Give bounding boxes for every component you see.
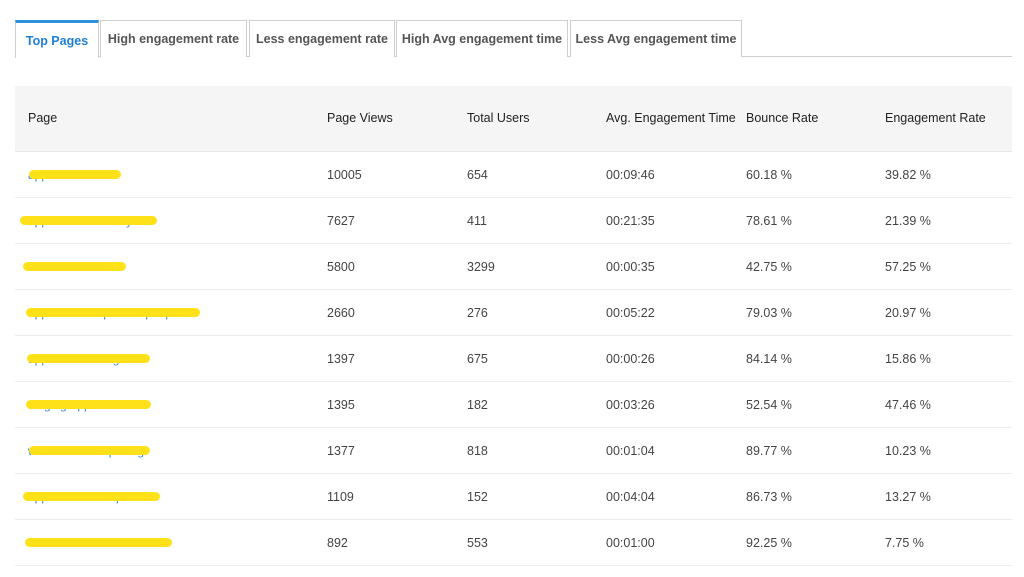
page-views-cell: 1395 bbox=[327, 397, 355, 412]
redaction-highlight bbox=[23, 492, 160, 501]
bounce-rate-cell: 89.77 % bbox=[746, 443, 792, 458]
engagement-rate-cell: 57.25 % bbox=[885, 259, 931, 274]
page-views-cell: 1109 bbox=[327, 489, 354, 504]
total-users-cell: 411 bbox=[467, 213, 487, 228]
table-row: app.factors.ai/explain1109 152 00:04:04 86.… bbox=[15, 474, 1012, 520]
page-cell: www.factors.ai/features bbox=[15, 520, 327, 565]
page-cell: app.factors.ai/explain bbox=[15, 474, 327, 519]
column-header-engagement-rate[interactable]: Engagement Rate bbox=[885, 111, 986, 125]
column-header-total-users[interactable]: Total Users bbox=[467, 111, 530, 125]
tab-top-pages[interactable]: Top Pages bbox=[15, 20, 99, 58]
avg-engagement-time-cell: 00:05:22 bbox=[606, 305, 655, 320]
tab-high-engagement-rate[interactable]: High engagement rate bbox=[100, 20, 247, 57]
bounce-rate-cell: 42.75 % bbox=[746, 259, 792, 274]
redaction-highlight bbox=[26, 400, 151, 409]
page-views-cell: 1397 bbox=[327, 351, 355, 366]
engagement-rate-cell: 10.23 % bbox=[885, 443, 931, 458]
table-header-row: Page Page Views Total Users Avg. Engagem… bbox=[15, 86, 1012, 152]
bounce-rate-cell: 52.54 % bbox=[746, 397, 792, 412]
total-users-cell: 276 bbox=[467, 305, 488, 320]
avg-engagement-time-cell: 00:01:04 bbox=[606, 443, 655, 458]
top-pages-table: Page Page Views Total Users Avg. Engagem… bbox=[15, 86, 1012, 566]
page-cell: www.factors.ai/pricing bbox=[15, 428, 327, 473]
engagement-rate-cell: 20.97 % bbox=[885, 305, 931, 320]
tab-high-avg-engagement-time[interactable]: High Avg engagement time bbox=[396, 20, 568, 57]
avg-engagement-time-cell: 00:00:26 bbox=[606, 351, 655, 366]
page-cell: www.factors.ai/ bbox=[15, 244, 327, 289]
total-users-cell: 553 bbox=[467, 535, 488, 550]
table-body: app.factors.ai/10005 654 00:09:46 60.18 % 39… bbox=[15, 152, 1012, 566]
engagement-rate-cell: 13.27 % bbox=[885, 489, 931, 504]
engagement-rate-cell: 39.82 % bbox=[885, 167, 931, 182]
total-users-cell: 152 bbox=[467, 489, 488, 504]
engagement-rate-cell: 21.39 % bbox=[885, 213, 931, 228]
avg-engagement-time-cell: 00:04:04 bbox=[606, 489, 655, 504]
table-row: app.factors.ai/profiles/people2660 276 00:… bbox=[15, 290, 1012, 336]
engagement-rate-cell: 7.75 % bbox=[885, 535, 924, 550]
total-users-cell: 675 bbox=[467, 351, 488, 366]
page-views-cell: 5800 bbox=[327, 259, 355, 274]
table-row: staging-app.factors.ai/1395 182 00:03:26 52… bbox=[15, 382, 1012, 428]
tab-less-engagement-rate[interactable]: Less engagement rate bbox=[249, 20, 395, 57]
avg-engagement-time-cell: 00:21:35 bbox=[606, 213, 655, 228]
page-cell: app.factors.ai/ bbox=[15, 152, 327, 197]
total-users-cell: 818 bbox=[467, 443, 488, 458]
avg-engagement-time-cell: 00:00:35 bbox=[606, 259, 655, 274]
page-views-cell: 1377 bbox=[327, 443, 355, 458]
column-header-page-views[interactable]: Page Views bbox=[327, 111, 393, 125]
table-row: app.factors.ai/10005 654 00:09:46 60.18 % 39… bbox=[15, 152, 1012, 198]
table-row: www.factors.ai/features892 553 00:01:00 92.… bbox=[15, 520, 1012, 566]
redaction-highlight bbox=[25, 538, 172, 547]
page-cell: app.factors.ai/login bbox=[15, 336, 327, 381]
page-views-cell: 7627 bbox=[327, 213, 355, 228]
page-cell: staging-app.factors.ai/ bbox=[15, 382, 327, 427]
bounce-rate-cell: 84.14 % bbox=[746, 351, 792, 366]
tab-less-avg-engagement-time[interactable]: Less Avg engagement time bbox=[570, 20, 742, 57]
total-users-cell: 182 bbox=[467, 397, 488, 412]
avg-engagement-time-cell: 00:03:26 bbox=[606, 397, 655, 412]
redaction-highlight bbox=[29, 446, 150, 455]
bounce-rate-cell: 79.03 % bbox=[746, 305, 792, 320]
column-header-page[interactable]: Page bbox=[28, 111, 58, 125]
redaction-highlight bbox=[27, 354, 150, 363]
redaction-highlight bbox=[26, 308, 200, 317]
column-header-avg-engagement-time[interactable]: Avg. Engagement Time bbox=[606, 111, 736, 125]
report-tabs: Top Pages High engagement rate Less enga… bbox=[15, 20, 1012, 58]
table-row: www.factors.ai/5800 3299 00:00:35 42.75 % 57… bbox=[15, 244, 1012, 290]
redaction-highlight bbox=[29, 170, 121, 179]
bounce-rate-cell: 86.73 % bbox=[746, 489, 792, 504]
total-users-cell: 654 bbox=[467, 167, 488, 182]
table-row: app.factors.ai/login1397 675 00:00:26 84.14… bbox=[15, 336, 1012, 382]
engagement-rate-cell: 47.46 % bbox=[885, 397, 931, 412]
page-views-cell: 10005 bbox=[327, 167, 362, 182]
table-row: app.factors.ai/analyse7627 411 00:21:35 78.… bbox=[15, 198, 1012, 244]
redaction-highlight bbox=[23, 262, 126, 271]
column-header-bounce-rate[interactable]: Bounce Rate bbox=[746, 111, 819, 125]
bounce-rate-cell: 60.18 % bbox=[746, 167, 792, 182]
avg-engagement-time-cell: 00:01:00 bbox=[606, 535, 655, 550]
page-cell: app.factors.ai/profiles/people bbox=[15, 290, 327, 335]
redaction-highlight bbox=[20, 216, 157, 225]
page-views-cell: 2660 bbox=[327, 305, 355, 320]
bounce-rate-cell: 78.61 % bbox=[746, 213, 792, 228]
engagement-rate-cell: 15.86 % bbox=[885, 351, 931, 366]
total-users-cell: 3299 bbox=[467, 259, 495, 274]
page-cell: app.factors.ai/analyse bbox=[15, 198, 327, 243]
table-row: www.factors.ai/pricing1377 818 00:01:04 89.… bbox=[15, 428, 1012, 474]
page-views-cell: 892 bbox=[327, 535, 348, 550]
avg-engagement-time-cell: 00:09:46 bbox=[606, 167, 655, 182]
bounce-rate-cell: 92.25 % bbox=[746, 535, 792, 550]
